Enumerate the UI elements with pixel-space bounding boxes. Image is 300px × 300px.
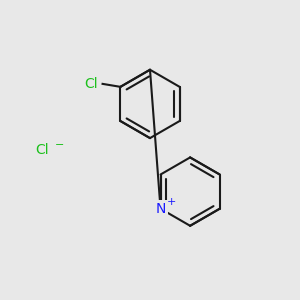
Text: Cl: Cl bbox=[36, 143, 49, 157]
Text: Cl: Cl bbox=[85, 77, 98, 91]
Text: +: + bbox=[167, 197, 176, 207]
Text: N: N bbox=[155, 202, 166, 216]
Text: −: − bbox=[55, 140, 64, 150]
